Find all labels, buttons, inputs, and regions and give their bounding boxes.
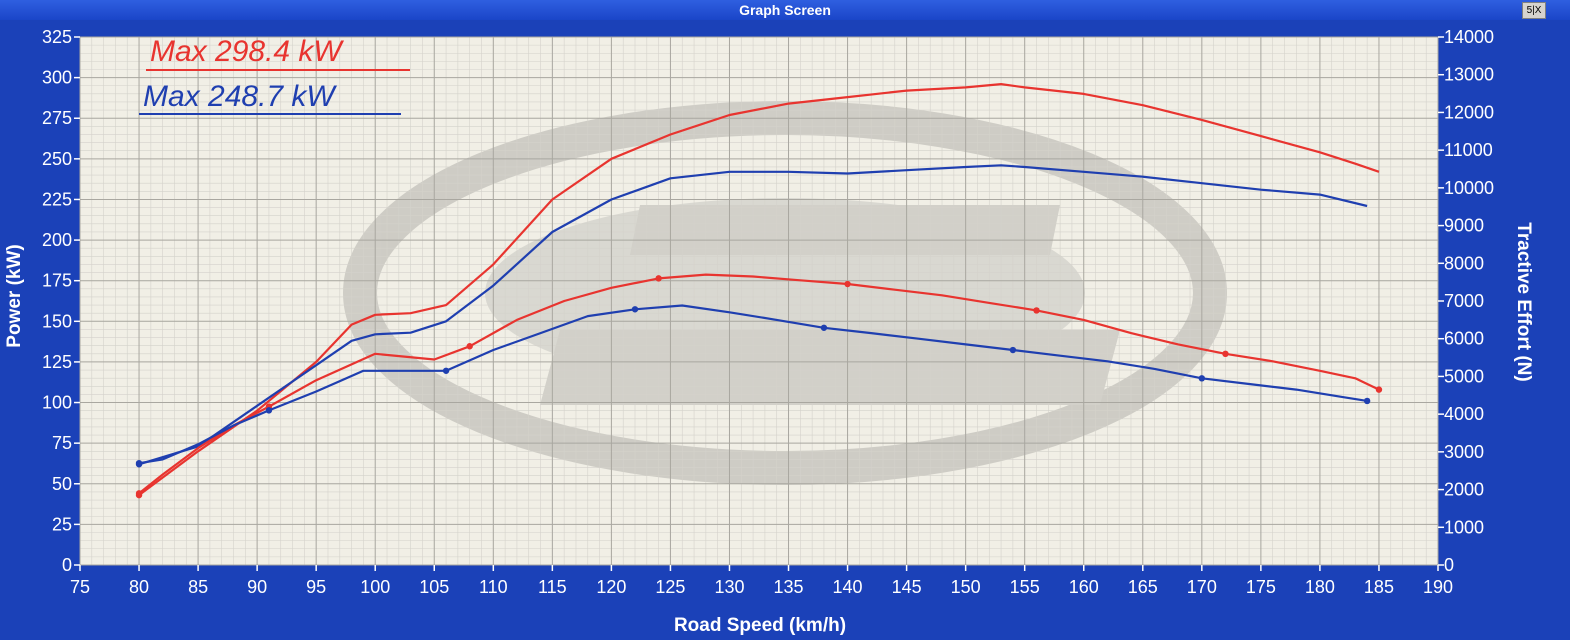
x-tick-label: 90 xyxy=(247,577,267,597)
data-point-marker xyxy=(844,280,851,288)
data-point-marker xyxy=(466,343,473,350)
y-tick-label: 325 xyxy=(42,27,72,47)
max-power-label-red: Max 298.4 kW xyxy=(146,35,410,71)
y-tick-label: 100 xyxy=(42,393,72,413)
y-tick-label: 175 xyxy=(42,271,72,291)
x-tick-label: 105 xyxy=(419,577,449,597)
y-tick-label: 125 xyxy=(42,352,72,372)
series-line-power-1 xyxy=(138,164,1368,466)
x-tick-label: 180 xyxy=(1305,577,1335,597)
data-point-marker xyxy=(820,324,828,331)
y2-tick-label: 11000 xyxy=(1444,140,1493,160)
data-point-marker xyxy=(1009,346,1017,354)
max-label-red: Max 298.4 kW xyxy=(150,35,344,68)
y-tick-label: 225 xyxy=(42,189,72,209)
window-title-bar: Graph Screen xyxy=(0,0,1570,20)
y2-tick-label: 7000 xyxy=(1444,291,1484,311)
y2-tick-label: 8000 xyxy=(1444,253,1484,273)
max-label-blue: Max 248.7 kW xyxy=(143,80,337,113)
y-axis-title: Power (kW) xyxy=(4,244,25,347)
x-tick-label: 75 xyxy=(70,577,90,597)
y-tick-label: 50 xyxy=(52,474,72,494)
x-tick-label: 145 xyxy=(892,577,922,597)
x-tick-label: 95 xyxy=(306,577,326,597)
x-tick-label: 100 xyxy=(360,577,390,597)
data-point-marker xyxy=(1222,350,1229,357)
window-title: Graph Screen xyxy=(739,2,831,18)
y2-tick-label: 12000 xyxy=(1444,102,1494,122)
max-power-label-blue: Max 248.7 kW xyxy=(139,80,401,115)
x-tick-label: 130 xyxy=(714,577,744,597)
x-tick-label: 120 xyxy=(596,577,626,597)
y2-tick-label: 9000 xyxy=(1444,216,1484,236)
x-axis-title: Road Speed (km/h) xyxy=(674,615,846,636)
data-point-marker xyxy=(135,490,143,497)
x-tick-label: 115 xyxy=(538,577,567,597)
y2-tick-label: 10000 xyxy=(1444,178,1494,198)
y-tick-label: 275 xyxy=(42,108,72,128)
y2-tick-label: 14000 xyxy=(1444,27,1494,47)
y2-tick-label: 6000 xyxy=(1444,329,1484,349)
x-tick-label: 185 xyxy=(1364,577,1394,597)
x-tick-label: 165 xyxy=(1128,577,1158,597)
data-point-marker xyxy=(135,459,143,467)
x-tick-label: 160 xyxy=(1069,577,1099,597)
series-line-tractive_effort-3 xyxy=(138,304,1368,465)
x-tick-label: 150 xyxy=(951,577,981,597)
y-tick-label: 300 xyxy=(42,68,72,88)
data-point-marker xyxy=(1033,307,1040,314)
y2-tick-label: 3000 xyxy=(1444,442,1484,462)
y2-tick-label: 2000 xyxy=(1444,480,1484,500)
y2-tick-label: 4000 xyxy=(1444,404,1484,424)
y-tick-label: 75 xyxy=(52,433,72,453)
x-tick-label: 155 xyxy=(1010,577,1040,597)
y-tick-label: 0 xyxy=(62,555,72,575)
y-tick-label: 250 xyxy=(42,149,72,169)
x-tick-label: 85 xyxy=(188,577,208,597)
x-tick-label: 175 xyxy=(1246,577,1276,597)
series-line-tractive_effort-2 xyxy=(138,273,1380,495)
data-point-marker xyxy=(1363,397,1371,405)
plot-area xyxy=(80,37,1438,565)
data-point-marker xyxy=(1375,386,1383,393)
y2-tick-label: 13000 xyxy=(1444,65,1494,85)
data-point-marker xyxy=(442,367,450,374)
series-line-power-0 xyxy=(138,82,1380,496)
y2-tick-label: 1000 xyxy=(1444,517,1484,537)
data-point-marker xyxy=(265,407,273,414)
y2-axis-title: Tractive Effort (N) xyxy=(1513,222,1534,381)
y-tick-label: 150 xyxy=(42,311,72,331)
y-tick-label: 200 xyxy=(42,230,72,250)
x-tick-label: 135 xyxy=(773,577,803,597)
y2-tick-label: 0 xyxy=(1444,555,1454,575)
data-point-marker xyxy=(631,306,639,313)
x-tick-label: 190 xyxy=(1423,577,1453,597)
data-point-marker xyxy=(655,275,662,282)
x-tick-label: 140 xyxy=(833,577,863,597)
data-point-marker xyxy=(1198,375,1206,382)
x-tick-label: 125 xyxy=(655,577,685,597)
x-tick-label: 170 xyxy=(1187,577,1217,597)
y2-tick-label: 5000 xyxy=(1444,366,1484,386)
window-restore-close-button[interactable]: 5|X xyxy=(1522,2,1546,19)
x-tick-label: 110 xyxy=(479,577,508,597)
x-tick-label: 80 xyxy=(129,577,149,597)
y-tick-label: 25 xyxy=(52,514,72,534)
